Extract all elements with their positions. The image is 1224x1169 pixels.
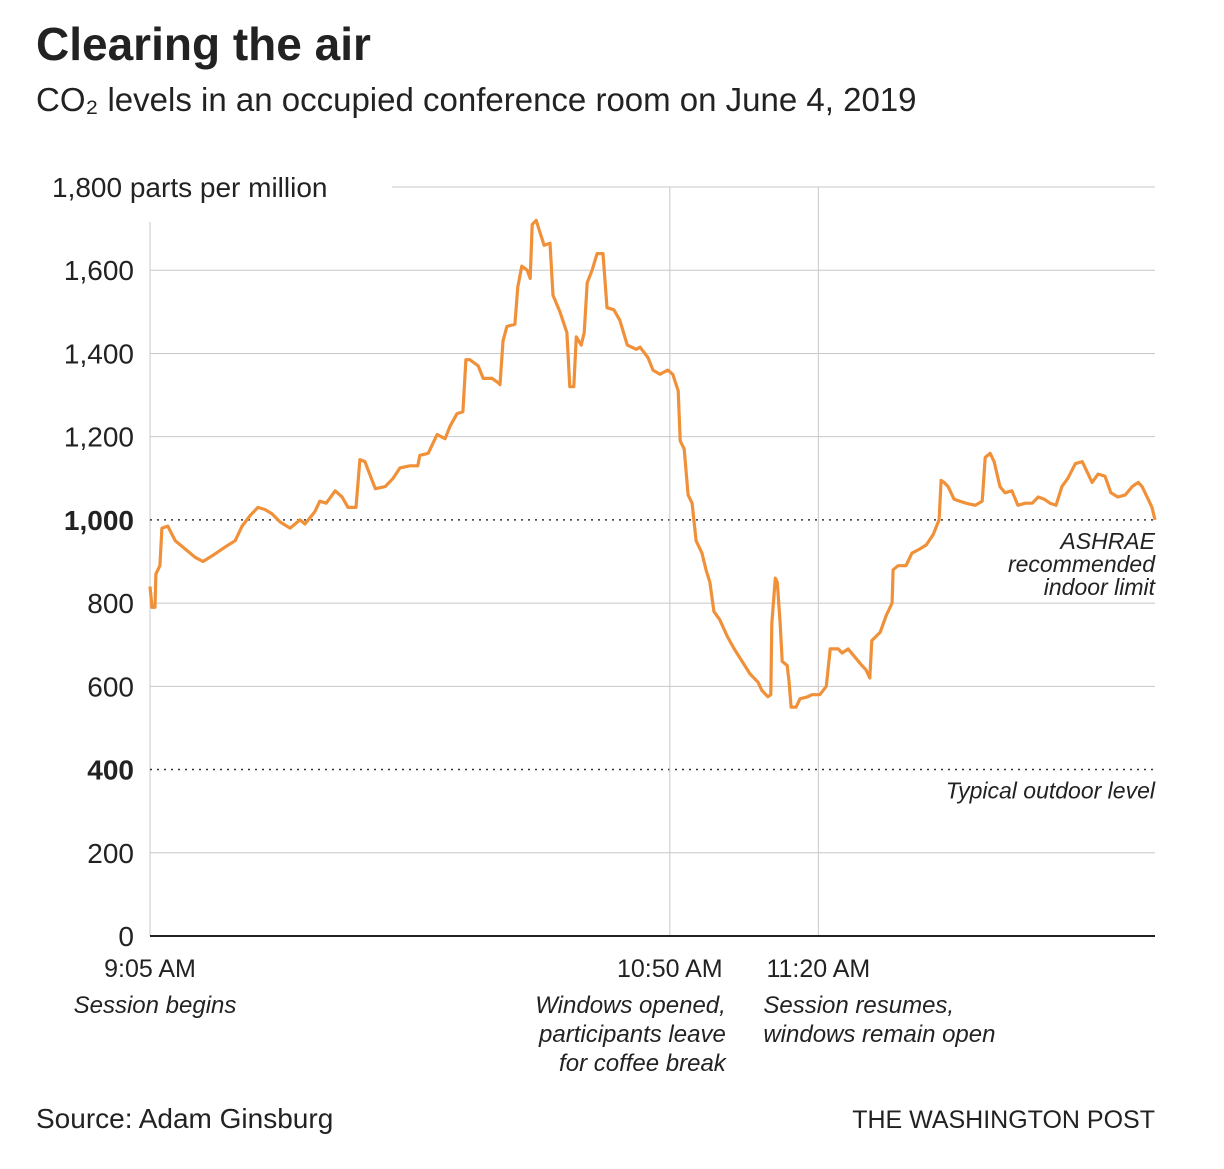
chart-title: Clearing the air [36, 18, 371, 70]
y-tick-label: 800 [87, 588, 134, 619]
reference-label: Typical outdoor level [946, 778, 1156, 804]
source: Source: Adam Ginsburg [36, 1103, 333, 1134]
y-tick-label: 1,200 [64, 422, 134, 453]
y-tick-label: 0 [118, 921, 134, 952]
x-note: for coffee break [559, 1050, 728, 1077]
x-note: Session resumes, [763, 992, 954, 1019]
x-tick-label: 10:50 AM [617, 955, 723, 983]
y-tick-label: 1,800 parts per million [52, 172, 327, 203]
y-tick-label: 1,000 [64, 505, 134, 536]
y-tick-label: 600 [87, 671, 134, 702]
x-note: Windows opened, [535, 992, 726, 1019]
x-tick-label: 11:20 AM [766, 955, 870, 983]
x-note: Session begins [74, 992, 237, 1019]
y-tick-label: 1,600 [64, 255, 134, 286]
y-tick-label: 1,400 [64, 338, 134, 369]
reference-label: ASHRAE [1058, 528, 1155, 554]
y-tick-label: 200 [87, 838, 134, 869]
y-tick-label: 400 [87, 755, 134, 786]
data-line [148, 218, 1157, 709]
chart-subtitle: CO₂ levels in an occupied conference roo… [36, 81, 917, 118]
x-note: windows remain open [763, 1021, 995, 1048]
reference-label: indoor limit [1044, 574, 1157, 600]
x-note: participants leave [538, 1021, 726, 1048]
credit: THE WASHINGTON POST [852, 1106, 1155, 1134]
reference-label: recommended [1008, 551, 1156, 577]
x-tick-label: 9:05 AM [104, 955, 196, 983]
